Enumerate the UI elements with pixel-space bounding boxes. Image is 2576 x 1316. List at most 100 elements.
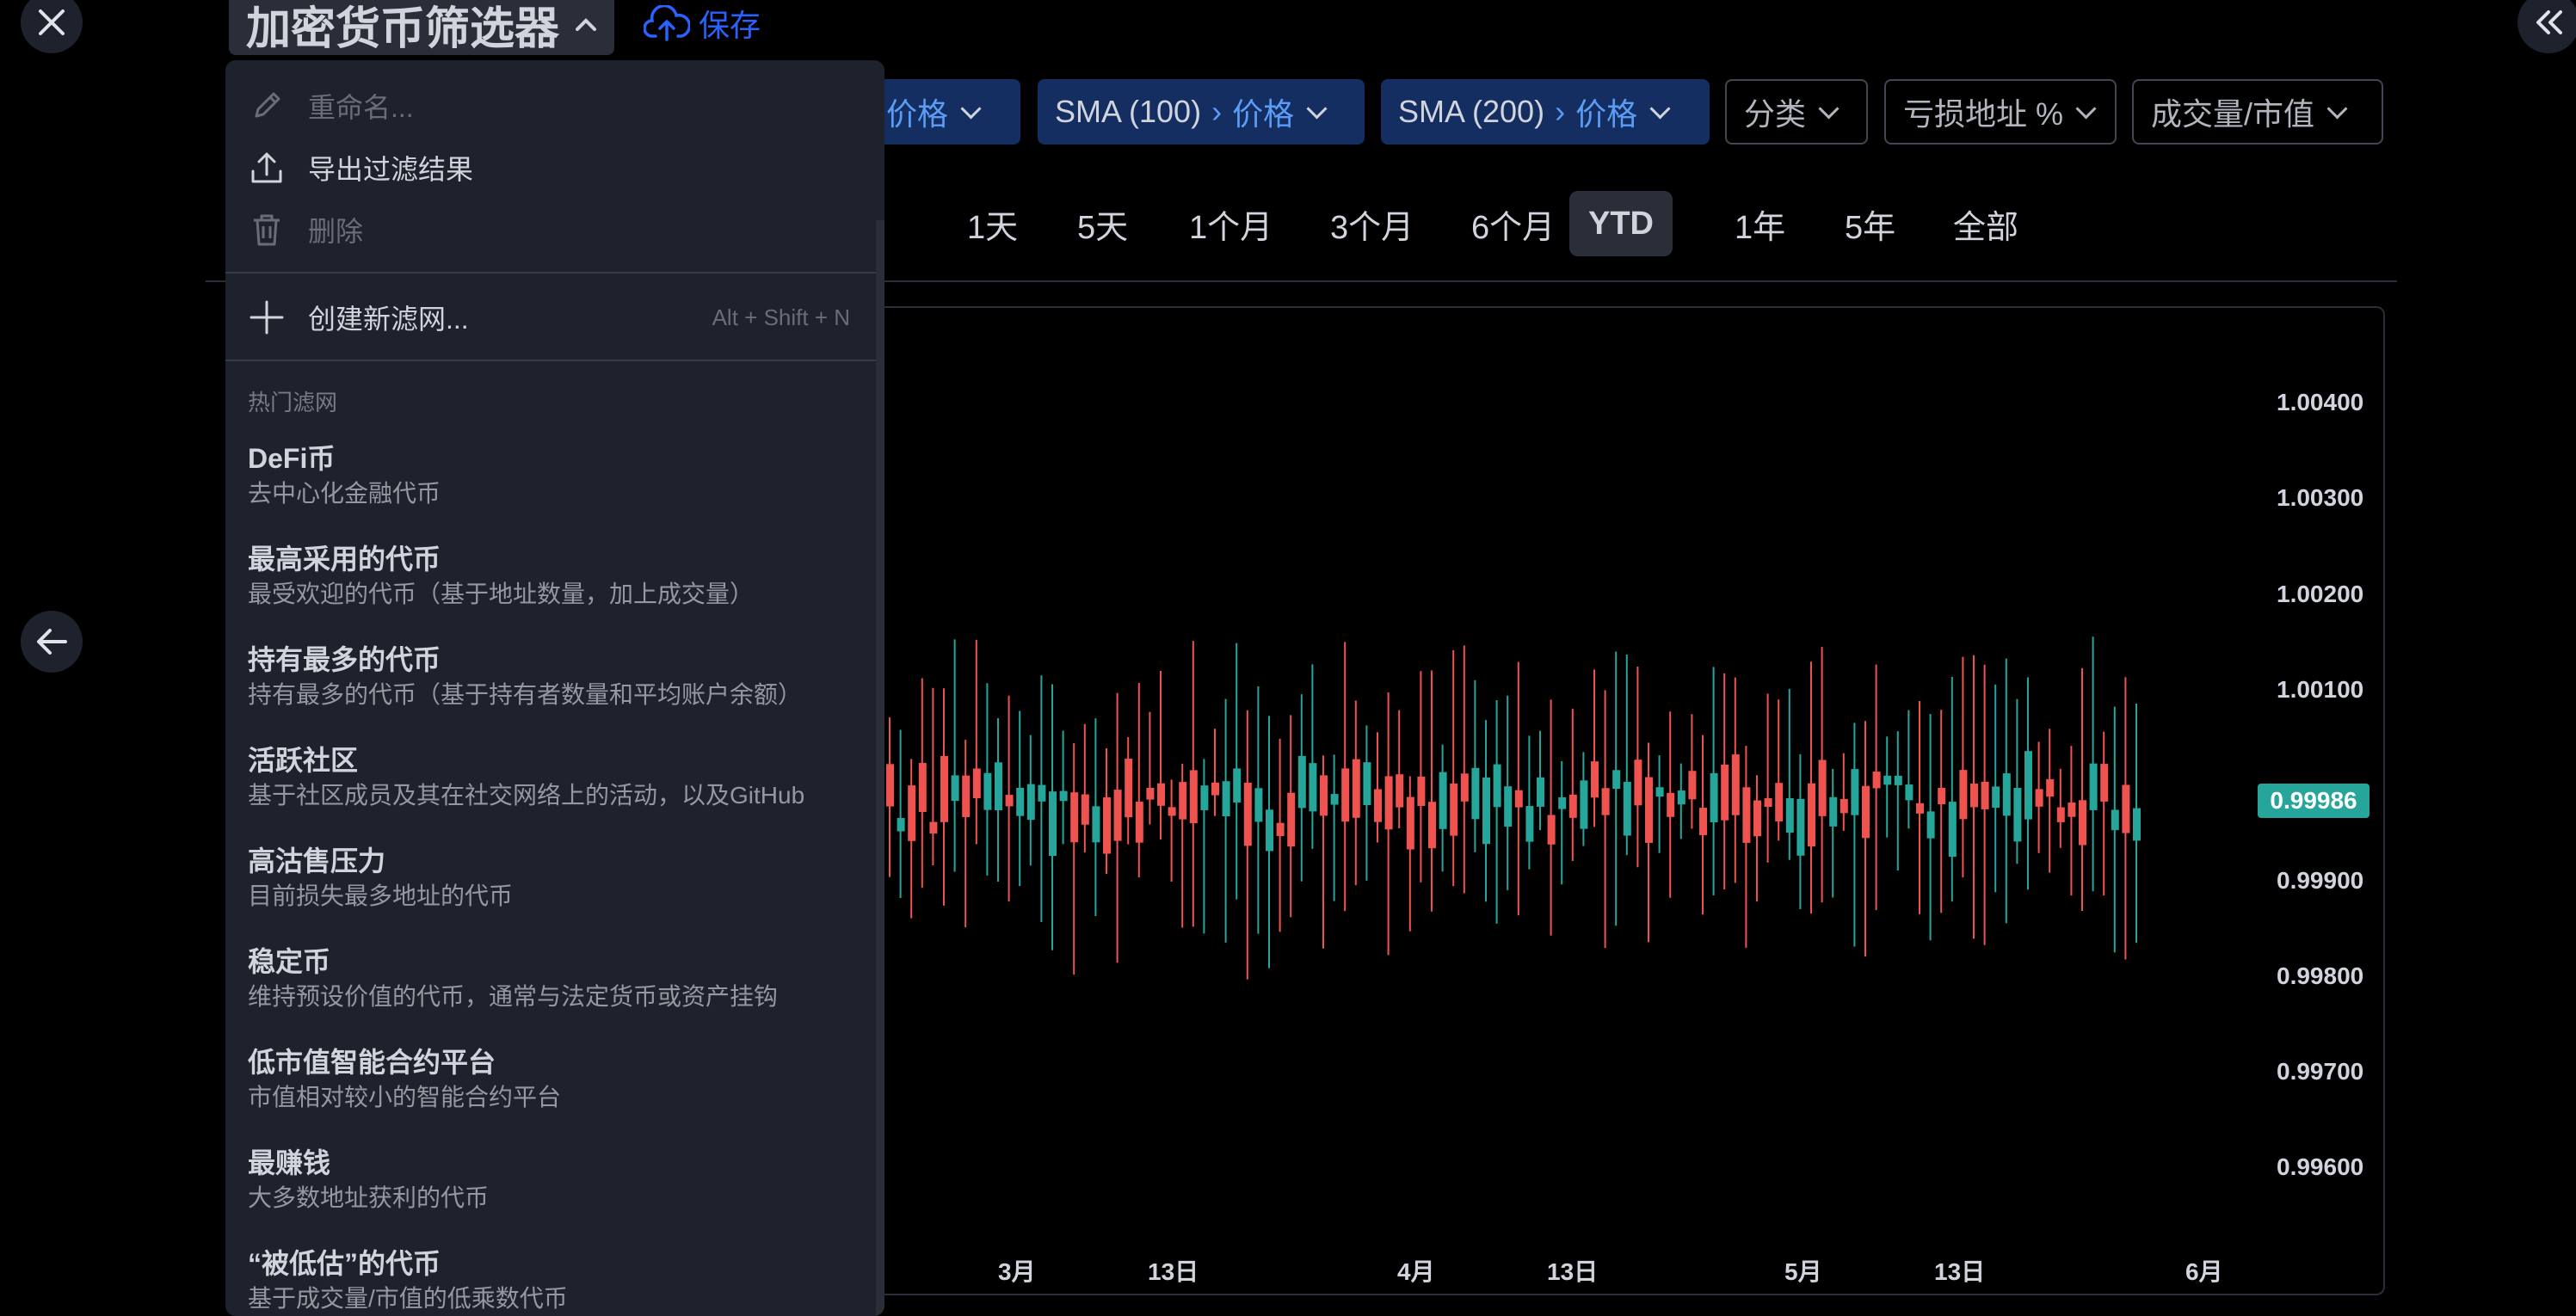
candle-body [1471,767,1480,820]
filter-price[interactable]: 价格 [869,79,1020,145]
menu-item-label: 导出过滤结果 [308,154,474,185]
timeframe-5d[interactable]: 5天 [1077,209,1129,246]
timeframe-all[interactable]: 全部 [1953,209,2019,246]
screen-title[interactable]: 最高采用的代币 [248,544,441,575]
timeframe-6m[interactable]: 6个月 [1471,209,1556,246]
candle-body [2056,807,2065,822]
save-button[interactable]: 保存 [644,0,761,46]
candle-body [1808,783,1815,847]
candle-body [1829,796,1838,827]
filter-volume-mcap[interactable]: 成交量/市值 [2132,79,2383,145]
candle-body [2068,803,2076,817]
popular-screens-header: 热门滤网 [248,390,338,415]
candle-body [1688,771,1697,800]
screen-desc: 去中心化金融代币 [248,480,441,507]
screen-title[interactable]: 稳定币 [248,946,331,977]
delete-menu-item[interactable]: 删除 [248,210,363,249]
candle-body [1938,787,1946,805]
candle-body [1547,815,1556,845]
screen-desc: 目前损失最多地址的代币 [248,882,514,909]
candle-body [1363,762,1371,805]
timeframe-3m[interactable]: 3个月 [1330,209,1414,246]
timeframe-1d[interactable]: 1天 [967,209,1019,246]
candle-body [1699,808,1707,835]
last-price-tag: 0.99986 [2258,784,2370,818]
candle-body [1623,781,1631,836]
export-menu-item[interactable]: 导出过滤结果 [248,148,473,188]
candle-body [886,764,894,807]
screen-desc: 维持预设价值的代币，通常与法定货币或资产挂钩 [248,983,779,1010]
candle-body [1113,790,1122,841]
create-new-screen-menu-item[interactable]: 创建新滤网... [248,298,469,337]
candle-body [1374,789,1382,822]
candle-body [1243,782,1252,846]
timeframe-ytd[interactable]: YTD [1569,191,1673,256]
candle-body [1026,784,1035,821]
price-chart[interactable] [860,306,2385,1295]
save-label: 保存 [699,8,761,43]
screen-title[interactable]: DeFi币 [248,443,336,474]
close-button[interactable] [21,0,83,53]
candle-body [1439,772,1447,829]
candle-body [1125,759,1133,818]
back-button[interactable] [21,611,83,673]
candle-body [1038,784,1046,802]
screen-title[interactable]: 最赚钱 [248,1147,331,1178]
candle-body [1894,775,1902,785]
candle-body [1189,770,1198,824]
candle-body [1883,775,1892,785]
filter-value: 价格 [1575,96,1638,132]
candle-body [1460,773,1469,802]
timeframe-1m[interactable]: 1个月 [1189,209,1273,246]
candle-body [1591,761,1599,798]
chevron-down-icon [1306,97,1328,120]
candle-body [1992,786,2000,809]
rename-menu-item[interactable]: 重命名... [248,86,414,126]
screener-title-dropdown[interactable]: 加密货币筛选器 [229,0,615,55]
candle-body [1775,783,1784,821]
candle-body [940,755,948,822]
filter-label: SMA (200) [1398,94,1545,129]
candle-body [1070,792,1079,843]
candle-body [2122,784,2130,833]
create-shortcut: Alt + Shift + N [712,304,850,330]
candle-body [1905,784,1914,801]
candle-body [2089,763,2098,810]
x-axis-label: 13日 [1934,1258,1986,1285]
screen-desc: 大多数地址获利的代币 [248,1184,490,1211]
pencil-icon [248,87,286,125]
candle-body [1168,807,1176,816]
candle-body [1103,797,1111,854]
y-axis-label: 0.99900 [2277,867,2364,894]
screen-title[interactable]: 高沽售压力 [248,846,386,876]
y-axis-label: 0.99600 [2277,1153,2364,1180]
candle-body [1157,783,1165,806]
candle-body [2111,809,2119,831]
screen-desc: 市值相对较小的智能合约平台 [248,1084,562,1110]
screen-desc: 最受欢迎的代币（基于地址数量，加上成交量） [248,581,755,607]
screen-title[interactable]: 持有最多的代币 [248,644,441,675]
candle-body [1710,772,1718,822]
candle-body [972,768,981,799]
candle-body [1667,792,1675,817]
candle-body [1309,763,1317,812]
candle-body [1493,764,1501,808]
double-chevron-left-icon [2536,10,2562,34]
collapse-button[interactable] [2517,0,2576,53]
timeframe-5y[interactable]: 5年 [1845,209,1896,246]
candle-body [1959,770,1968,820]
candle-body [1211,782,1219,796]
menu-scrollbar[interactable] [876,220,884,1316]
filter-category[interactable]: 分类 [1725,79,1868,145]
filter-sma100[interactable]: SMA (100) › 价格 [1038,79,1365,145]
candle-body [1352,759,1360,818]
timeframe-1y[interactable]: 1年 [1735,209,1786,246]
screen-title[interactable]: “被低估”的代币 [248,1248,441,1279]
candle-body [1049,791,1057,857]
screen-title[interactable]: 低市值智能合约平台 [248,1047,496,1078]
filter-sma200[interactable]: SMA (200) › 价格 [1381,79,1710,145]
candle-body [1764,798,1772,808]
menu-item-label: 创建新滤网... [308,304,469,335]
screen-title[interactable]: 活跃社区 [248,745,359,776]
filter-loss-addresses[interactable]: 亏损地址 % [1884,79,2117,145]
